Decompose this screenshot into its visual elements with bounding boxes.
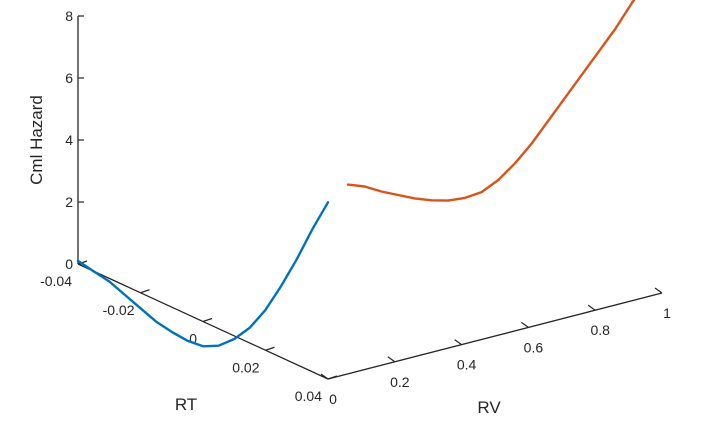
y-tick-mark [587,304,596,311]
z-tick-label: 8 [65,8,73,24]
y-tick-label: 0.4 [457,357,477,373]
y-tick-label: 1 [663,305,671,321]
x-tick-mark [327,375,338,380]
x-tick-mark [265,346,275,351]
y-tick-mark [387,356,396,363]
y-axis-line [327,292,663,380]
y-tick-label: 0.6 [524,339,544,355]
y-tick-mark [521,321,529,328]
z-axis-label: Cml Hazard [27,95,46,185]
y-tick-mark [654,287,663,294]
z-tick-label: 6 [65,70,73,86]
labels-layer: Cml Hazard RT RV [27,95,501,417]
x-tick-label: 0 [189,331,197,347]
x-tick-label: -0.04 [40,273,72,289]
y-tick-label: 0.8 [590,322,610,338]
y-tick-label: 0 [329,391,337,407]
z-tick-label: 4 [65,132,73,148]
x-tick-label: -0.02 [103,302,135,318]
z-tick-label: 0 [65,256,73,272]
z-tick-label: 2 [65,194,73,210]
axes-layer: 0 2 4 6 8 -0.04 -0.02 0 0.02 0.04 0 0.2 0.4 0.6 0.8 1 [40,8,671,407]
y-tick-label: 0.2 [390,374,410,390]
y-tick-mark [454,339,462,346]
x-tick-label: 0.02 [232,359,259,375]
series-line-2 [346,0,636,202]
series-layer [76,0,636,348]
series-line-1 [76,201,330,348]
y-axis-label: RV [477,398,501,417]
x-tick-mark [202,317,213,323]
x-tick-mark [140,289,150,294]
y-tick-mark [320,373,329,380]
x-axis-label: RT [175,395,197,414]
x-tick-label: 0.04 [295,388,322,404]
